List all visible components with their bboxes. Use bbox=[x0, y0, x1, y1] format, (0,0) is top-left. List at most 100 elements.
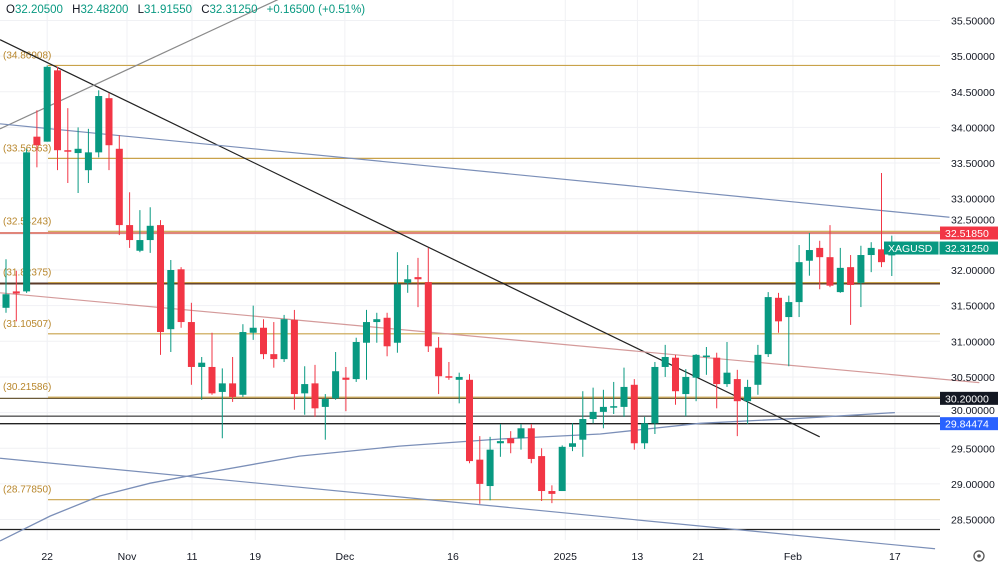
candle-body bbox=[280, 319, 288, 360]
candle-body bbox=[198, 362, 206, 367]
candle bbox=[311, 364, 319, 417]
candle-body bbox=[651, 366, 659, 424]
x-tick-label: 19 bbox=[249, 551, 261, 563]
candle-body bbox=[383, 317, 391, 347]
close-key: C bbox=[201, 4, 210, 16]
candle-body bbox=[270, 354, 278, 360]
candle bbox=[651, 361, 659, 434]
candle-body bbox=[74, 148, 82, 154]
candle bbox=[548, 485, 556, 504]
y-tick-label: 33.00000 bbox=[951, 194, 995, 206]
candle bbox=[115, 135, 123, 236]
candle-body bbox=[538, 456, 546, 492]
y-tick-label: 31.50000 bbox=[951, 301, 995, 313]
candle-body bbox=[218, 383, 226, 392]
candle bbox=[383, 312, 391, 357]
price-tag: 29.84474 bbox=[945, 419, 989, 431]
candle bbox=[702, 347, 710, 375]
candle bbox=[507, 431, 515, 454]
candle bbox=[496, 424, 504, 457]
candle-body bbox=[84, 152, 92, 171]
candle-body bbox=[847, 267, 855, 285]
low-value: 31.91550 bbox=[144, 4, 192, 16]
candle-body bbox=[363, 322, 370, 343]
candle-body bbox=[620, 386, 628, 407]
price-tag-bg bbox=[940, 417, 998, 431]
candle bbox=[43, 65, 51, 142]
candle-body bbox=[754, 354, 762, 385]
candle bbox=[435, 337, 443, 395]
settings-icon[interactable] bbox=[973, 550, 985, 562]
candle-body bbox=[723, 372, 731, 385]
candles bbox=[2, 65, 896, 504]
candle-body bbox=[641, 423, 649, 444]
candle bbox=[260, 319, 267, 360]
candle-body bbox=[12, 291, 20, 294]
y-tick-label: 29.00000 bbox=[951, 479, 995, 491]
x-tick-label: 2025 bbox=[554, 551, 578, 563]
x-tick-label: 22 bbox=[41, 551, 53, 563]
candle bbox=[321, 394, 329, 440]
candle-body bbox=[764, 297, 772, 355]
candle bbox=[167, 260, 175, 352]
candle-body bbox=[599, 406, 607, 412]
candle bbox=[218, 368, 226, 439]
candle bbox=[373, 312, 381, 343]
candle-body bbox=[867, 247, 875, 256]
candle bbox=[466, 374, 473, 464]
candle bbox=[517, 424, 525, 450]
candle-body bbox=[239, 332, 247, 395]
candle bbox=[332, 351, 340, 400]
candle-body bbox=[527, 428, 535, 459]
candle bbox=[723, 342, 731, 387]
candle bbox=[445, 361, 453, 380]
price-tag: 30.20000 bbox=[945, 393, 989, 405]
candle bbox=[414, 257, 422, 308]
price-axis[interactable]: 35.50000 35.00000 34.50000 34.00000 33.50000… bbox=[951, 15, 995, 526]
x-tick-label: Nov bbox=[118, 551, 137, 563]
candle bbox=[682, 369, 690, 417]
low-key: L bbox=[137, 4, 145, 16]
candle-body bbox=[208, 366, 216, 394]
candle-body bbox=[229, 383, 237, 397]
candle-body bbox=[682, 376, 690, 395]
symbol-tag: XAGUSD bbox=[888, 243, 933, 255]
candle-body bbox=[733, 379, 741, 402]
candle-body bbox=[342, 377, 350, 380]
y-tick-label: 30.50000 bbox=[951, 372, 995, 384]
candle bbox=[785, 295, 793, 367]
candle bbox=[198, 356, 206, 400]
candle-body bbox=[569, 443, 576, 447]
y-tick-label: 35.00000 bbox=[951, 51, 995, 63]
candle-body bbox=[249, 327, 257, 333]
x-tick-label: 17 bbox=[889, 551, 901, 563]
candle-body bbox=[579, 419, 587, 440]
candle-body bbox=[795, 262, 803, 303]
candle-body bbox=[589, 411, 597, 420]
x-tick-label: 11 bbox=[187, 551, 198, 563]
candle-body bbox=[126, 225, 134, 241]
candle bbox=[187, 302, 195, 385]
candle-body bbox=[558, 446, 566, 492]
time-axis[interactable]: 22 Nov 11 19 Dec 16 2025 13 21 Feb 17 bbox=[41, 551, 901, 563]
candle bbox=[229, 356, 237, 402]
candle bbox=[95, 90, 103, 158]
candle-body bbox=[414, 277, 422, 280]
candle bbox=[692, 354, 700, 402]
candle-body bbox=[610, 406, 618, 408]
candle bbox=[764, 292, 772, 357]
x-tick-label: Feb bbox=[784, 551, 802, 563]
price-tag-bg bbox=[940, 391, 998, 405]
candle-body bbox=[435, 347, 443, 377]
candle-body bbox=[146, 225, 154, 241]
last-price-tag-bg bbox=[884, 241, 998, 255]
candle-body bbox=[167, 270, 175, 330]
candle-body bbox=[785, 302, 793, 318]
candle-body bbox=[290, 319, 298, 395]
candle bbox=[486, 436, 494, 501]
candle bbox=[249, 305, 257, 340]
candle-body bbox=[105, 98, 113, 146]
candle bbox=[424, 247, 432, 352]
